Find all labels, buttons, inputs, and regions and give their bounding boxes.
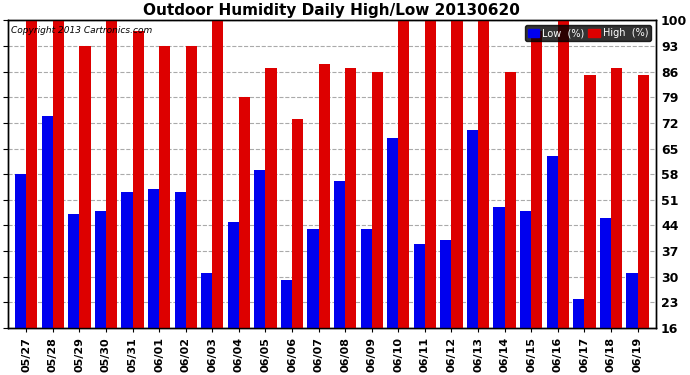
Bar: [584, 75, 595, 328]
Bar: [213, 20, 224, 328]
Bar: [398, 20, 409, 328]
Bar: [41, 116, 53, 328]
Bar: [106, 20, 117, 328]
Title: Outdoor Humidity Daily High/Low 20130620: Outdoor Humidity Daily High/Low 20130620: [144, 3, 520, 18]
Bar: [611, 68, 622, 328]
Bar: [440, 240, 451, 328]
Bar: [387, 138, 398, 328]
Bar: [79, 46, 90, 328]
Bar: [239, 97, 250, 328]
Bar: [95, 211, 106, 328]
Bar: [201, 273, 213, 328]
Bar: [467, 130, 478, 328]
Bar: [15, 174, 26, 328]
Bar: [627, 273, 638, 328]
Bar: [281, 280, 292, 328]
Bar: [520, 211, 531, 328]
Bar: [546, 156, 558, 328]
Bar: [292, 119, 303, 328]
Bar: [121, 192, 132, 328]
Bar: [558, 20, 569, 328]
Bar: [600, 218, 611, 328]
Bar: [361, 229, 372, 328]
Bar: [228, 222, 239, 328]
Text: Copyright 2013 Cartronics.com: Copyright 2013 Cartronics.com: [11, 27, 152, 36]
Bar: [186, 46, 197, 328]
Bar: [68, 214, 79, 328]
Bar: [478, 20, 489, 328]
Bar: [308, 229, 319, 328]
Bar: [319, 64, 330, 328]
Bar: [266, 68, 277, 328]
Legend: Low  (%), High  (%): Low (%), High (%): [524, 25, 651, 41]
Bar: [414, 244, 425, 328]
Bar: [531, 32, 542, 328]
Bar: [493, 207, 504, 328]
Bar: [255, 171, 266, 328]
Bar: [451, 20, 462, 328]
Bar: [425, 20, 436, 328]
Bar: [372, 72, 383, 328]
Bar: [159, 46, 170, 328]
Bar: [148, 189, 159, 328]
Bar: [334, 182, 345, 328]
Bar: [26, 20, 37, 328]
Bar: [132, 32, 144, 328]
Bar: [573, 298, 584, 328]
Bar: [504, 72, 516, 328]
Bar: [53, 20, 64, 328]
Bar: [638, 75, 649, 328]
Bar: [345, 68, 356, 328]
Bar: [175, 192, 186, 328]
